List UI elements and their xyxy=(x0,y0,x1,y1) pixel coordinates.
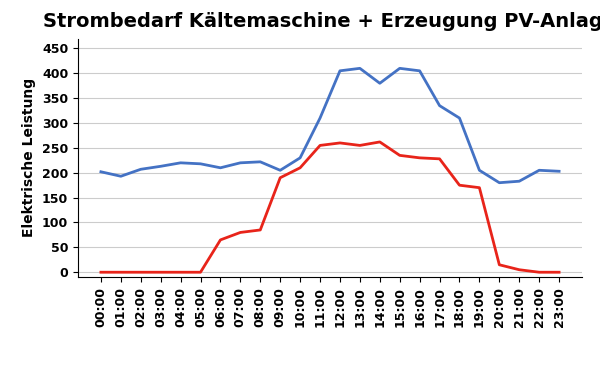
PV-Erzeugung xyxy=(257,228,264,232)
PV-Erzeugung xyxy=(137,270,145,275)
Kältemaschine xyxy=(177,161,184,165)
PV-Erzeugung xyxy=(536,270,543,275)
Kältemaschine xyxy=(137,167,145,172)
Y-axis label: Elektrische Leistung: Elektrische Leistung xyxy=(22,78,37,238)
PV-Erzeugung xyxy=(556,270,563,275)
Kältemaschine xyxy=(97,169,104,174)
Kältemaschine xyxy=(536,168,543,172)
PV-Erzeugung xyxy=(237,230,244,235)
Kältemaschine xyxy=(515,179,523,184)
Kältemaschine xyxy=(416,69,423,73)
PV-Erzeugung xyxy=(277,176,284,180)
Kältemaschine xyxy=(316,116,323,121)
PV-Erzeugung xyxy=(476,186,483,190)
Kältemaschine xyxy=(436,103,443,108)
PV-Erzeugung xyxy=(157,270,164,275)
PV-Erzeugung xyxy=(97,270,104,275)
Line: Kältemaschine: Kältemaschine xyxy=(101,69,559,183)
Kältemaschine xyxy=(296,156,304,160)
Kältemaschine xyxy=(277,168,284,172)
Kältemaschine xyxy=(476,168,483,172)
PV-Erzeugung xyxy=(456,183,463,187)
PV-Erzeugung xyxy=(217,238,224,242)
Title: Strombedarf Kältemaschine + Erzeugung PV-Anlage: Strombedarf Kältemaschine + Erzeugung PV… xyxy=(43,12,600,32)
Kältemaschine xyxy=(157,164,164,169)
PV-Erzeugung xyxy=(197,270,204,275)
Kältemaschine xyxy=(197,162,204,166)
Kältemaschine xyxy=(356,66,364,71)
Kältemaschine xyxy=(556,169,563,174)
PV-Erzeugung xyxy=(337,141,344,145)
PV-Erzeugung xyxy=(416,156,423,160)
PV-Erzeugung xyxy=(515,268,523,272)
PV-Erzeugung xyxy=(177,270,184,275)
Kältemaschine xyxy=(117,174,124,179)
PV-Erzeugung xyxy=(296,166,304,170)
Kältemaschine xyxy=(337,69,344,73)
Kältemaschine xyxy=(456,116,463,121)
PV-Erzeugung xyxy=(117,270,124,275)
PV-Erzeugung xyxy=(356,143,364,148)
Line: PV-Erzeugung: PV-Erzeugung xyxy=(101,142,559,272)
PV-Erzeugung xyxy=(396,153,403,158)
PV-Erzeugung xyxy=(376,140,383,144)
Kältemaschine xyxy=(217,166,224,170)
PV-Erzeugung xyxy=(316,143,323,148)
PV-Erzeugung xyxy=(496,263,503,267)
Kältemaschine xyxy=(396,66,403,71)
Kältemaschine xyxy=(496,181,503,185)
Kältemaschine xyxy=(376,81,383,85)
PV-Erzeugung xyxy=(436,157,443,161)
Kältemaschine xyxy=(237,161,244,165)
Kältemaschine xyxy=(257,159,264,164)
